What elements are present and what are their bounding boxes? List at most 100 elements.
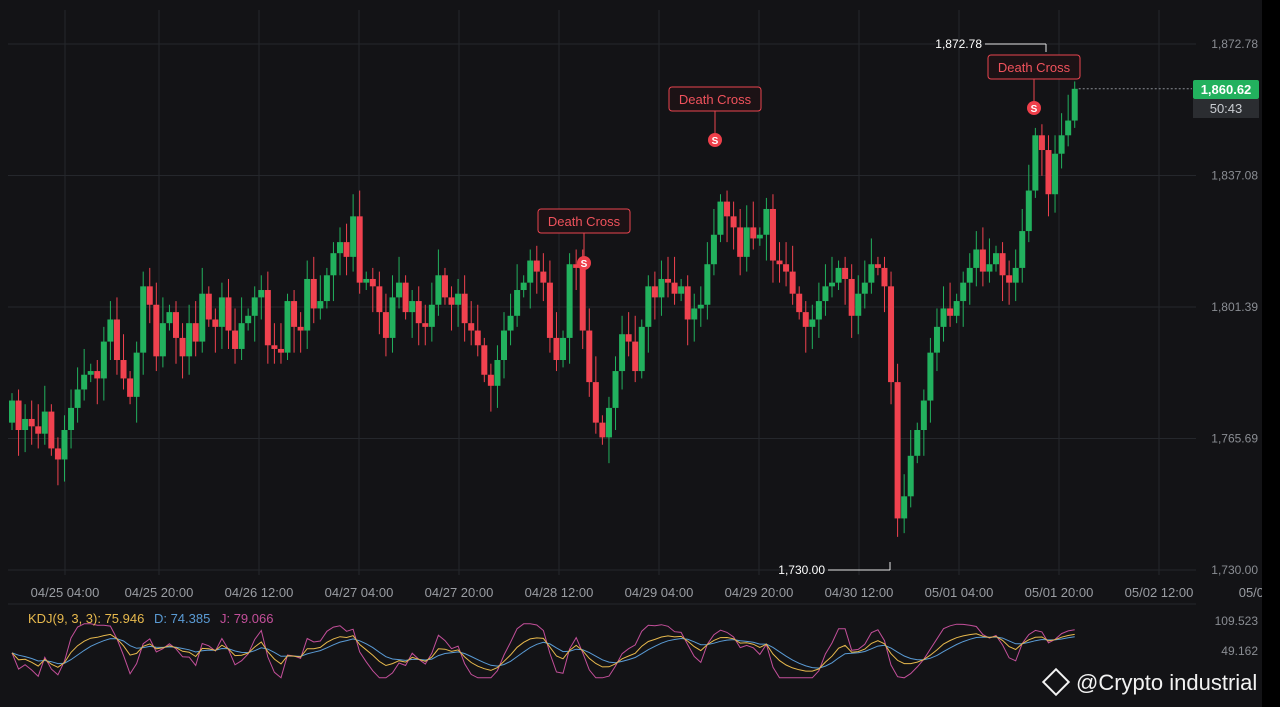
candle-body: [802, 312, 809, 327]
x-tick-label: 05/02 12:00: [1125, 585, 1194, 600]
candle-body: [28, 418, 35, 427]
candle-body: [297, 326, 304, 331]
candle-body: [947, 308, 954, 316]
candle-body: [382, 312, 389, 338]
death-cross-label: Death Cross: [998, 60, 1071, 75]
candle-body: [238, 323, 245, 349]
candle-body: [212, 319, 219, 327]
candle-body: [894, 382, 901, 519]
candle-body: [87, 371, 94, 375]
candle-body: [592, 382, 599, 423]
candle-body: [1052, 153, 1059, 195]
countdown-tag: 50:43: [1193, 99, 1259, 118]
death-cross-label: Death Cross: [548, 214, 621, 229]
x-tick-label: 05/01 04:00: [925, 585, 994, 600]
candle-body: [291, 301, 298, 327]
candle-body: [953, 301, 960, 316]
x-tick-label: 04/29 04:00: [625, 585, 694, 600]
candle-body: [258, 290, 265, 298]
candle-body: [822, 286, 829, 302]
candle-body: [881, 267, 888, 287]
candle-body: [428, 304, 435, 327]
candle-body: [146, 286, 153, 305]
candle-body: [960, 282, 967, 302]
candle-body: [323, 275, 330, 302]
candle-body: [855, 293, 862, 316]
candle-body: [586, 330, 593, 383]
candle-body: [940, 308, 947, 327]
candle-body: [566, 264, 573, 338]
candle-body: [61, 430, 68, 460]
candle-body: [651, 286, 658, 298]
candle-body: [756, 234, 763, 239]
candle-body: [343, 242, 350, 257]
candle-body: [350, 216, 357, 257]
candle-body: [560, 337, 567, 361]
candle-body: [684, 286, 691, 320]
candle-body: [907, 455, 914, 497]
candle-body: [448, 297, 455, 305]
candle-body: [986, 264, 993, 272]
candle-body: [100, 341, 107, 379]
candle-body: [74, 389, 81, 408]
candle-body: [743, 227, 750, 257]
candle-body: [284, 301, 291, 353]
candle-body: [94, 371, 101, 379]
candle-body: [48, 411, 55, 449]
candle-body: [192, 323, 199, 342]
candle-body: [842, 267, 849, 279]
candle-body: [632, 341, 639, 372]
candle-body: [638, 326, 645, 372]
candle-body: [789, 271, 796, 294]
death-cross-label: Death Cross: [679, 92, 752, 107]
y-tick-label: 1,801.39: [1211, 300, 1258, 314]
candle-body: [218, 297, 225, 327]
x-tick-label: 04/30 12:00: [825, 585, 894, 600]
candle-body: [750, 227, 757, 239]
sell-signal-letter: S: [712, 136, 719, 147]
high-label: 1,872.78: [935, 37, 982, 51]
candle-body: [225, 297, 232, 331]
candle-body: [356, 216, 363, 283]
kdj-k-line: [11, 633, 1075, 672]
candle-body: [966, 267, 973, 283]
candle-body: [612, 371, 619, 408]
candle-body: [724, 201, 731, 217]
candle-body: [245, 315, 252, 324]
candle-body: [520, 282, 527, 291]
candle-body: [737, 227, 744, 257]
candle-body: [1012, 267, 1019, 283]
candle-body: [914, 430, 921, 456]
candle-body: [396, 282, 403, 298]
candle-body: [330, 253, 337, 276]
candle-body: [671, 282, 678, 294]
candle-body: [22, 418, 29, 431]
candle-body: [861, 282, 868, 294]
kdj-k-label: KDJ(9, 3, 3): 75.946: [28, 611, 145, 626]
sell-signal-marker: [577, 256, 591, 270]
candle-body: [113, 319, 120, 361]
candle-body: [1071, 88, 1078, 121]
candle-body: [468, 323, 475, 331]
candle-body: [763, 208, 770, 235]
candle-body: [999, 253, 1006, 276]
candle-body: [697, 304, 704, 309]
candle-body: [35, 426, 42, 434]
candle-body: [304, 278, 311, 331]
candle-body: [573, 264, 580, 268]
candle-body: [363, 278, 370, 283]
candle-body: [1065, 120, 1072, 136]
candle-body: [68, 407, 75, 431]
candle-body: [166, 312, 173, 324]
candle-body: [979, 249, 986, 272]
candle-body: [186, 323, 193, 357]
candle-body: [415, 301, 422, 324]
candle-body: [310, 278, 317, 309]
candle-body: [527, 260, 534, 283]
candle-body: [815, 301, 822, 320]
candle-body: [9, 400, 15, 423]
candle-body: [605, 407, 612, 438]
candle-body: [251, 297, 258, 316]
candle-body: [1045, 150, 1052, 195]
